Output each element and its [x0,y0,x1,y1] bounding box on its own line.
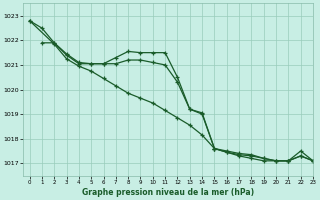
X-axis label: Graphe pression niveau de la mer (hPa): Graphe pression niveau de la mer (hPa) [82,188,254,197]
